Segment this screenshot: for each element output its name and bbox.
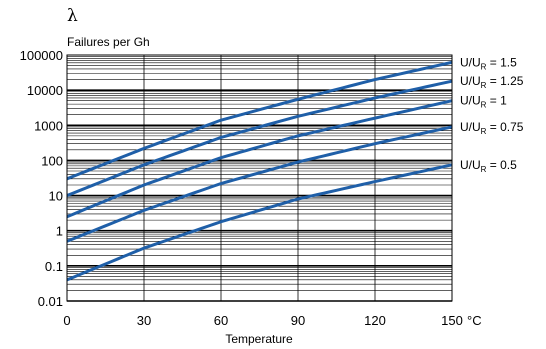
y-tick-label: 10000 [27, 83, 63, 98]
series-label-1: U/UR = 1.5 [460, 55, 517, 71]
x-tick-labels: 0 30 60 90 120 150 [63, 313, 462, 328]
y-tick-label: 100000 [20, 48, 63, 63]
series-label-2: U/UR = 1.25 [460, 74, 524, 90]
series-labels: U/UR = 1.5 U/UR = 1.25 U/UR = 1 U/UR = 0.75… [460, 55, 524, 174]
y-tick-label: 1 [56, 224, 63, 239]
plot-frame [66, 54, 453, 302]
y-axis-label: Failures per Gh [67, 35, 150, 49]
series-label-4: U/UR = 0.75 [460, 120, 524, 136]
x-tick-label: 30 [137, 313, 151, 328]
x-axis-label: Temperature [225, 332, 293, 346]
x-tick-label: 60 [214, 313, 228, 328]
x-tick-label: 90 [291, 313, 305, 328]
y-tick-label: 0.01 [38, 294, 63, 309]
series-lines [66, 60, 453, 282]
series-line-2 [66, 79, 453, 197]
series-line-5 [66, 163, 453, 282]
y-tick-label: 0.1 [45, 259, 63, 274]
y-tick-labels: 100000 10000 1000 100 10 1 0.1 0.01 [20, 48, 63, 309]
series-line-3 [66, 99, 453, 219]
lambda-symbol: λ [67, 6, 78, 26]
series-line-1 [66, 60, 453, 181]
y-tick-label: 100 [41, 153, 63, 168]
x-axis-unit: °C [467, 313, 482, 328]
x-tick-label: 150 [441, 313, 463, 328]
y-tick-label: 1000 [34, 118, 63, 133]
y-tick-label: 10 [49, 189, 63, 204]
x-tick-label: 120 [364, 313, 386, 328]
x-tick-label: 0 [63, 313, 70, 328]
series-label-3: U/UR = 1 [460, 94, 507, 110]
series-line-4 [66, 125, 453, 243]
series-label-5: U/UR = 0.5 [460, 158, 517, 174]
